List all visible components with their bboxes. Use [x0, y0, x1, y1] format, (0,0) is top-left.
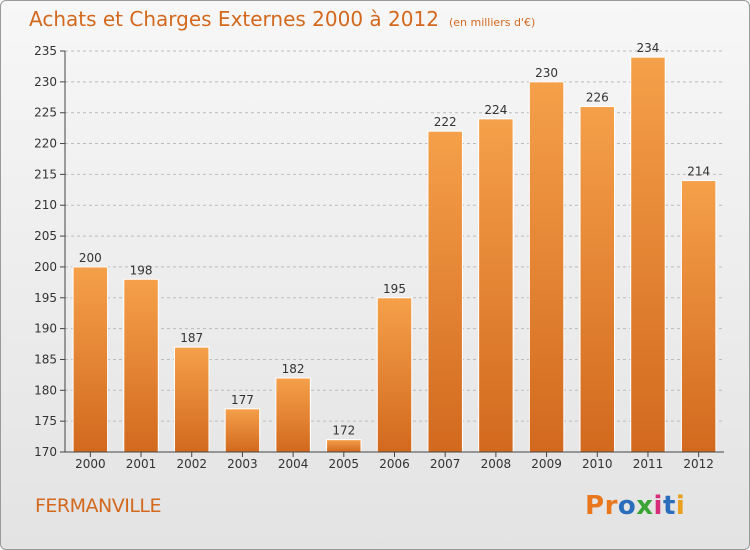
bar-2004 [275, 377, 311, 453]
proxiti-logo: Proxiti [585, 491, 685, 521]
bar-2001 [123, 278, 159, 453]
bar-value-label: 214 [687, 165, 710, 179]
bar-2003 [224, 408, 261, 453]
bar-value-label: 234 [637, 41, 660, 55]
x-tick-label: 2011 [633, 457, 664, 471]
x-tick-label: 2012 [683, 457, 714, 471]
bar-value-label: 224 [484, 103, 507, 117]
x-tick-label: 2001 [126, 457, 157, 471]
bar-value-label: 226 [586, 91, 609, 105]
y-tick-label: 215 [34, 167, 57, 181]
logo-letter: x [636, 491, 654, 521]
y-tick-label: 205 [34, 229, 57, 243]
x-tick-label: 2005 [329, 457, 360, 471]
y-tick-label: 230 [34, 75, 57, 89]
y-tick-label: 175 [34, 414, 57, 428]
logo-letter: i [675, 491, 686, 521]
y-tick-label: 235 [34, 44, 57, 58]
y-tick-label: 195 [34, 291, 57, 305]
bar-value-label: 195 [383, 282, 406, 296]
bar-value-label: 222 [434, 115, 457, 129]
y-tick-label: 220 [34, 137, 57, 151]
x-tick-label: 2007 [430, 457, 461, 471]
logo-letter: r [604, 491, 618, 521]
bar-value-label: 177 [231, 393, 254, 407]
bar-2009 [528, 81, 565, 453]
bar-value-label: 198 [130, 263, 153, 277]
x-tick-label: 2000 [75, 457, 106, 471]
x-tick-label: 2009 [531, 457, 562, 471]
bar-2012 [680, 180, 717, 453]
y-tick-label: 225 [34, 106, 57, 120]
x-tick-label: 2010 [582, 457, 613, 471]
chart-unit-label: (en milliers d'€) [448, 16, 536, 29]
chart-title-row: Achats et Charges Externes 2000 à 2012 (e… [29, 7, 535, 31]
bar-2011 [630, 56, 666, 453]
bar-2002 [173, 346, 210, 453]
bar-2005 [326, 439, 362, 453]
y-tick-label: 200 [34, 260, 57, 274]
x-tick-label: 2003 [227, 457, 258, 471]
bar-2006 [376, 297, 413, 453]
x-tick-label: 2002 [176, 457, 207, 471]
bar-value-label: 187 [180, 331, 203, 345]
logo-letter: i [653, 491, 663, 521]
y-tick-label: 185 [34, 352, 57, 366]
bar-2010 [579, 106, 616, 453]
logo-letter: P [585, 491, 605, 521]
logo-letter: t [662, 491, 676, 521]
bar-2008 [478, 118, 514, 453]
commune-name: FERMANVILLE [35, 495, 162, 517]
bar-value-label: 230 [535, 66, 558, 80]
bar-value-label: 172 [332, 424, 355, 438]
y-tick-label: 190 [34, 322, 57, 336]
bar-2000 [72, 266, 109, 453]
y-tick-label: 180 [34, 383, 57, 397]
x-tick-label: 2008 [481, 457, 512, 471]
bar-value-label: 200 [79, 251, 102, 265]
y-tick-label: 210 [34, 198, 57, 212]
x-tick-label: 2006 [379, 457, 410, 471]
chart-title: Achats et Charges Externes 2000 à 2012 [29, 7, 439, 31]
bar-2007 [427, 130, 463, 453]
bar-value-label: 182 [282, 362, 305, 376]
y-tick-label: 170 [34, 445, 57, 459]
logo-letter: o [617, 491, 637, 521]
x-tick-label: 2004 [278, 457, 309, 471]
